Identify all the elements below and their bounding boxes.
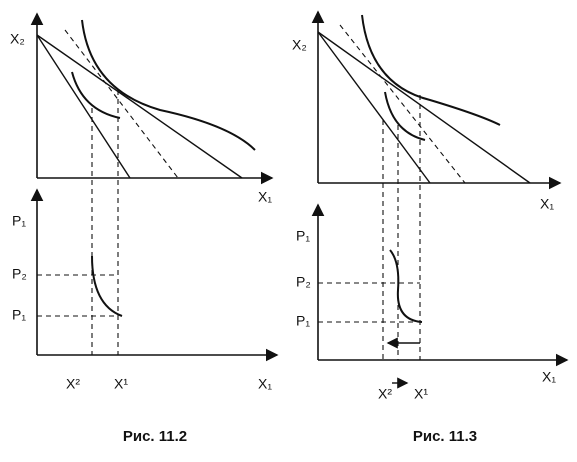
caption: Рис. 11.2 [123,428,187,445]
compensating-line [339,24,466,184]
price-label: P₁ [296,313,310,329]
indifference-curve [361,14,501,126]
demand-curve [91,255,123,317]
axis-label: X₁ [542,369,556,385]
indifference-curve [71,71,121,119]
quantity-label: X¹ [414,386,428,402]
axis-label: X₁ [258,376,272,392]
indifference-curve [384,91,426,141]
axis-label: X₂ [10,31,25,47]
axis-label: P₁ [296,228,310,244]
quantity-label: X² [66,376,80,392]
axis-label: X₂ [292,37,307,53]
axis-label: X₁ [258,189,272,205]
price-label: P₂ [12,266,27,282]
budget-line [317,31,531,184]
caption: Рис. 11.3 [413,428,477,445]
figure-11-3: X₂ X₁ P₁ X₁ P₂ P₁ X² X¹ Рис. 11.3 [292,10,569,445]
figure-11-2: X₂ X₁ P₁ X₁ P₂ P₁ X² X¹ Рис. 11.2 [10,12,279,445]
price-label: P₂ [296,274,311,290]
price-label: P₁ [12,307,26,323]
budget-line [317,31,431,184]
axis-label: P₁ [12,213,26,229]
demand-curve [389,249,423,323]
quantity-label: X² [378,386,392,402]
budget-line [36,34,243,179]
quantity-label: X¹ [114,376,128,392]
indifference-curve [81,19,256,151]
axis-label: X₁ [540,196,554,212]
compensating-line [64,29,179,179]
budget-line [36,34,131,179]
